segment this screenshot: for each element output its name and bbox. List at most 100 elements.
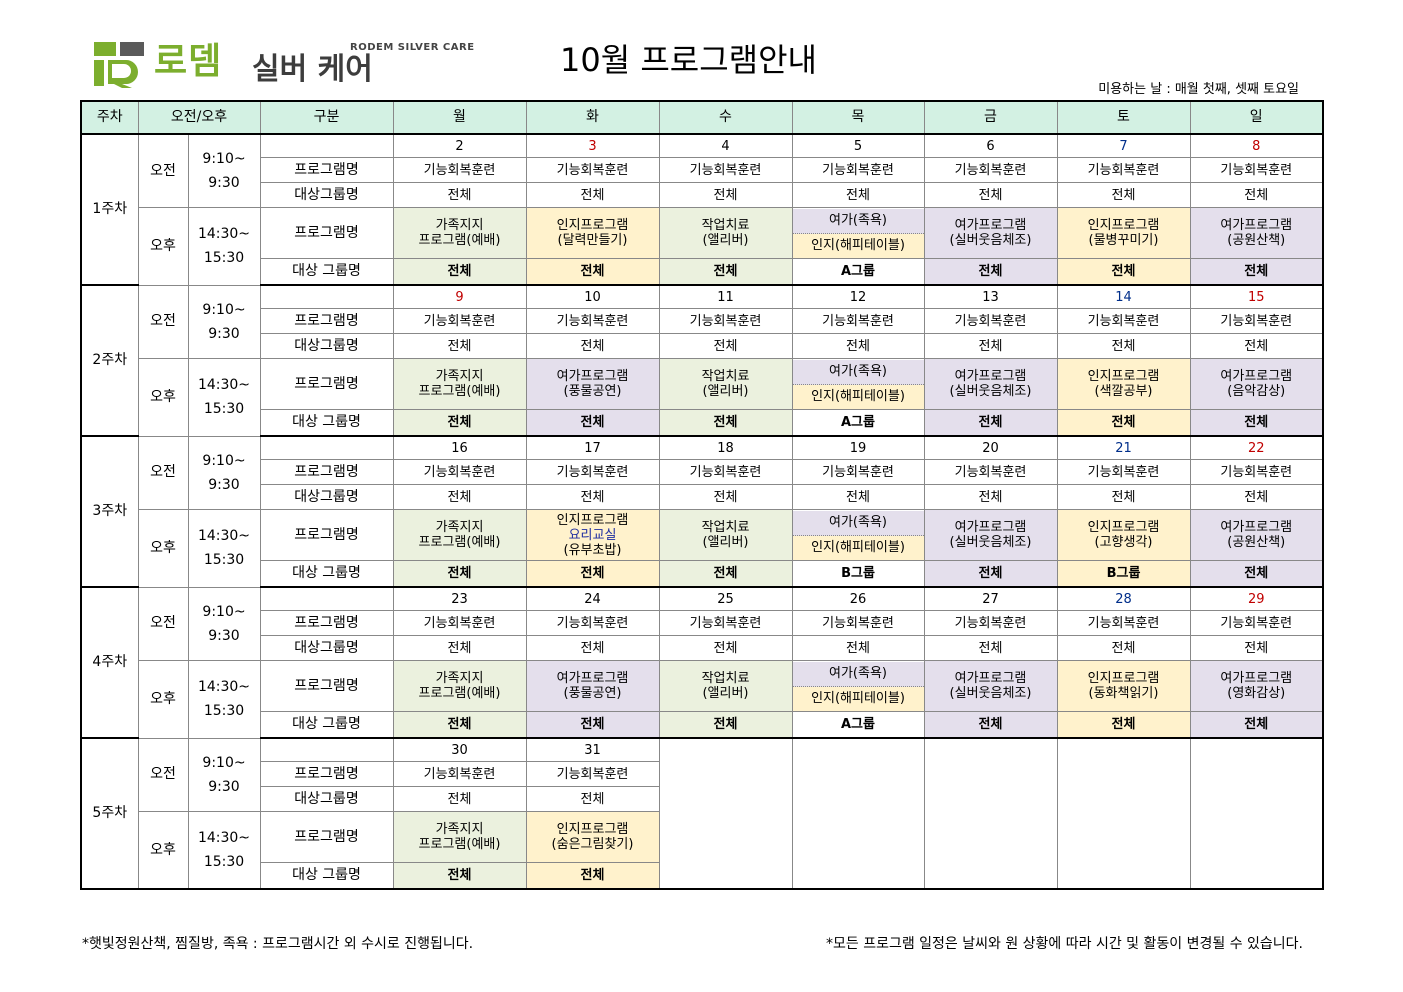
pm-group-cell: 전체 <box>923 258 1058 286</box>
pm-program-line: 인지프로그램 <box>1087 218 1160 233</box>
pm-time-line: 14:30~ <box>197 679 251 696</box>
week-label: 1주차 <box>80 133 139 286</box>
target-group-label: 대상그룹명 <box>259 182 394 208</box>
pm-group-cell: 전체 <box>1189 711 1324 739</box>
am-program-cell: 기능회복훈련 <box>658 308 793 334</box>
pm-group-row: 대상 그룹명 전체 전체 전체 A그룹 전체 전체 전체 <box>81 711 1324 739</box>
col-header-ampm: 오전/오후 <box>137 100 261 135</box>
am-group-cell: 전체 <box>791 484 925 510</box>
date-cell: 16 <box>392 435 527 460</box>
pm-group-cell: 전체 <box>525 258 660 286</box>
date-cell: 15 <box>1189 284 1324 309</box>
am-time-line: 9:10~ <box>202 603 246 620</box>
date-row: 4주차 오전 9:10~ 9:30 23 24 25 26 27 28 29 <box>80 586 1324 739</box>
pm-program-line: 여가프로그램 <box>1220 671 1293 686</box>
pm-group-cell: A그룹 <box>791 711 925 739</box>
col-header-tue: 화 <box>525 100 660 135</box>
kind-blank <box>259 284 394 309</box>
pm-program-bottom: 인지(해피테이블) <box>793 233 923 258</box>
pm-program-line: (동화책읽기) <box>1088 686 1159 701</box>
am-time-line: 9:10~ <box>202 754 246 771</box>
pm-time-line: 15:30 <box>203 250 245 267</box>
date-cell: 26 <box>791 586 925 611</box>
am-group-row: 대상그룹명 전체 전체 <box>81 786 1323 812</box>
pm-program-cell: 여가프로그램 (실버웃음체조) <box>923 358 1058 410</box>
am-group-cell: 전체 <box>1056 635 1191 661</box>
am-program-cell: 기능회복훈련 <box>1056 610 1191 636</box>
week-label: 3주차 <box>80 435 139 588</box>
pm-group-cell: 전체 <box>392 560 527 588</box>
pm-program-line: (앨리버) <box>702 535 749 550</box>
target-group-label: 대상그룹명 <box>259 635 394 661</box>
pm-program-cell: 가족지지 프로그램(예배) <box>392 358 527 410</box>
pm-group-cell: 전체 <box>392 258 527 286</box>
pm-time-line: 14:30~ <box>197 226 251 243</box>
col-header-kind: 구분 <box>259 100 394 135</box>
pm-time: 14:30~ 15:30 <box>187 509 261 588</box>
logo-brand: 로뎀 <box>154 41 223 82</box>
date-row: 2주차 오전 9:10~ 9:30 9 10 11 12 13 14 15 <box>80 284 1324 437</box>
pm-group-cell: 전체 <box>923 560 1058 588</box>
pm-program-cell: 가족지지 프로그램(예배) <box>392 660 527 712</box>
am-time: 9:10~ 9:30 <box>187 284 261 359</box>
am-program-cell: 기능회복훈련 <box>1189 157 1324 183</box>
pm-program-cell: 인지프로그램 (고향생각) <box>1056 509 1191 561</box>
pm-time-line: 15:30 <box>203 401 245 418</box>
am-group-cell: 전체 <box>791 333 925 359</box>
col-header-week: 주차 <box>80 100 139 135</box>
date-cell: 5 <box>791 133 925 158</box>
kind-blank <box>259 133 394 158</box>
am-group-cell: 전체 <box>1189 333 1324 359</box>
am-program-cell: 기능회복훈련 <box>1056 157 1191 183</box>
pm-program-line: (공원산책) <box>1227 535 1286 550</box>
pm-program-cell: 가족지지 프로그램(예배) <box>392 811 527 863</box>
am-group-cell: 전체 <box>1189 484 1324 510</box>
pm-program-cell: 작업치료 (앨리버) <box>658 207 793 259</box>
pm-program-line: (실버웃음체조) <box>949 686 1032 701</box>
footer-note-left: *햇빛정원산책, 찜질방, 족욕 : 프로그램시간 외 수시로 진행됩니다. <box>82 936 474 952</box>
pm-time-line: 14:30~ <box>197 377 251 394</box>
am-program-cell: 기능회복훈련 <box>791 459 925 485</box>
pm-program-line: (유부초밥) <box>563 542 622 558</box>
pm-time: 14:30~ 15:30 <box>187 811 261 890</box>
pm-program-top: 여가(족욕) <box>793 510 923 536</box>
target-group-label: 대상그룹명 <box>259 786 394 812</box>
empty-day-cell <box>923 737 1058 890</box>
pm-program-cell: 인지프로그램 (달력만들기) <box>525 207 660 259</box>
program-name-label: 프로그램명 <box>259 811 394 863</box>
pm-program-line: 가족지지 <box>435 671 484 686</box>
col-header-mon: 월 <box>392 100 527 135</box>
am-program-cell: 기능회복훈련 <box>658 157 793 183</box>
am-group-row: 대상그룹명 전체 전체 전체 전체 전체 전체 전체 <box>81 333 1324 359</box>
footer-note-right: *모든 프로그램 일정은 날씨와 원 상황에 따라 시간 및 활동이 변경될 수… <box>825 936 1303 952</box>
col-header-sun: 일 <box>1189 100 1324 135</box>
am-group-cell: 전체 <box>1056 182 1191 208</box>
pm-program-line: (앨리버) <box>702 384 749 399</box>
col-header-sat: 토 <box>1056 100 1191 135</box>
am-group-row: 대상그룹명 전체 전체 전체 전체 전체 전체 전체 <box>81 635 1324 661</box>
week-label: 5주차 <box>80 737 139 890</box>
program-name-label: 프로그램명 <box>259 157 394 183</box>
am-label: 오전 <box>137 586 189 661</box>
am-program-cell: 기능회복훈련 <box>1056 459 1191 485</box>
pm-program-cell: 작업치료 (앨리버) <box>658 660 793 712</box>
am-group-cell: 전체 <box>658 333 793 359</box>
pm-program-line: (달력만들기) <box>557 233 628 248</box>
am-label: 오전 <box>137 284 189 359</box>
date-cell: 7 <box>1056 133 1191 158</box>
pm-program-line: 프로그램(예배) <box>418 384 501 399</box>
am-group-cell: 전체 <box>1189 635 1324 661</box>
logo-small-text: RODEM SILVER CARE <box>350 42 475 53</box>
empty-day-cell <box>658 737 793 890</box>
am-program-cell: 기능회복훈련 <box>791 157 925 183</box>
pm-program-line: 가족지지 <box>435 822 484 837</box>
pm-program-line: 프로그램(예배) <box>418 233 501 248</box>
am-group-cell: 전체 <box>1056 484 1191 510</box>
pm-program-line: 여가프로그램 <box>1220 520 1293 535</box>
pm-program-cell: 여가(족욕) 인지(해피테이블) <box>791 509 925 561</box>
pm-time-line: 14:30~ <box>197 528 251 545</box>
pm-group-cell: 전체 <box>392 711 527 739</box>
pm-time-line: 15:30 <box>203 854 245 870</box>
empty-day-cell <box>1056 737 1191 890</box>
program-name-label: 프로그램명 <box>259 207 394 259</box>
